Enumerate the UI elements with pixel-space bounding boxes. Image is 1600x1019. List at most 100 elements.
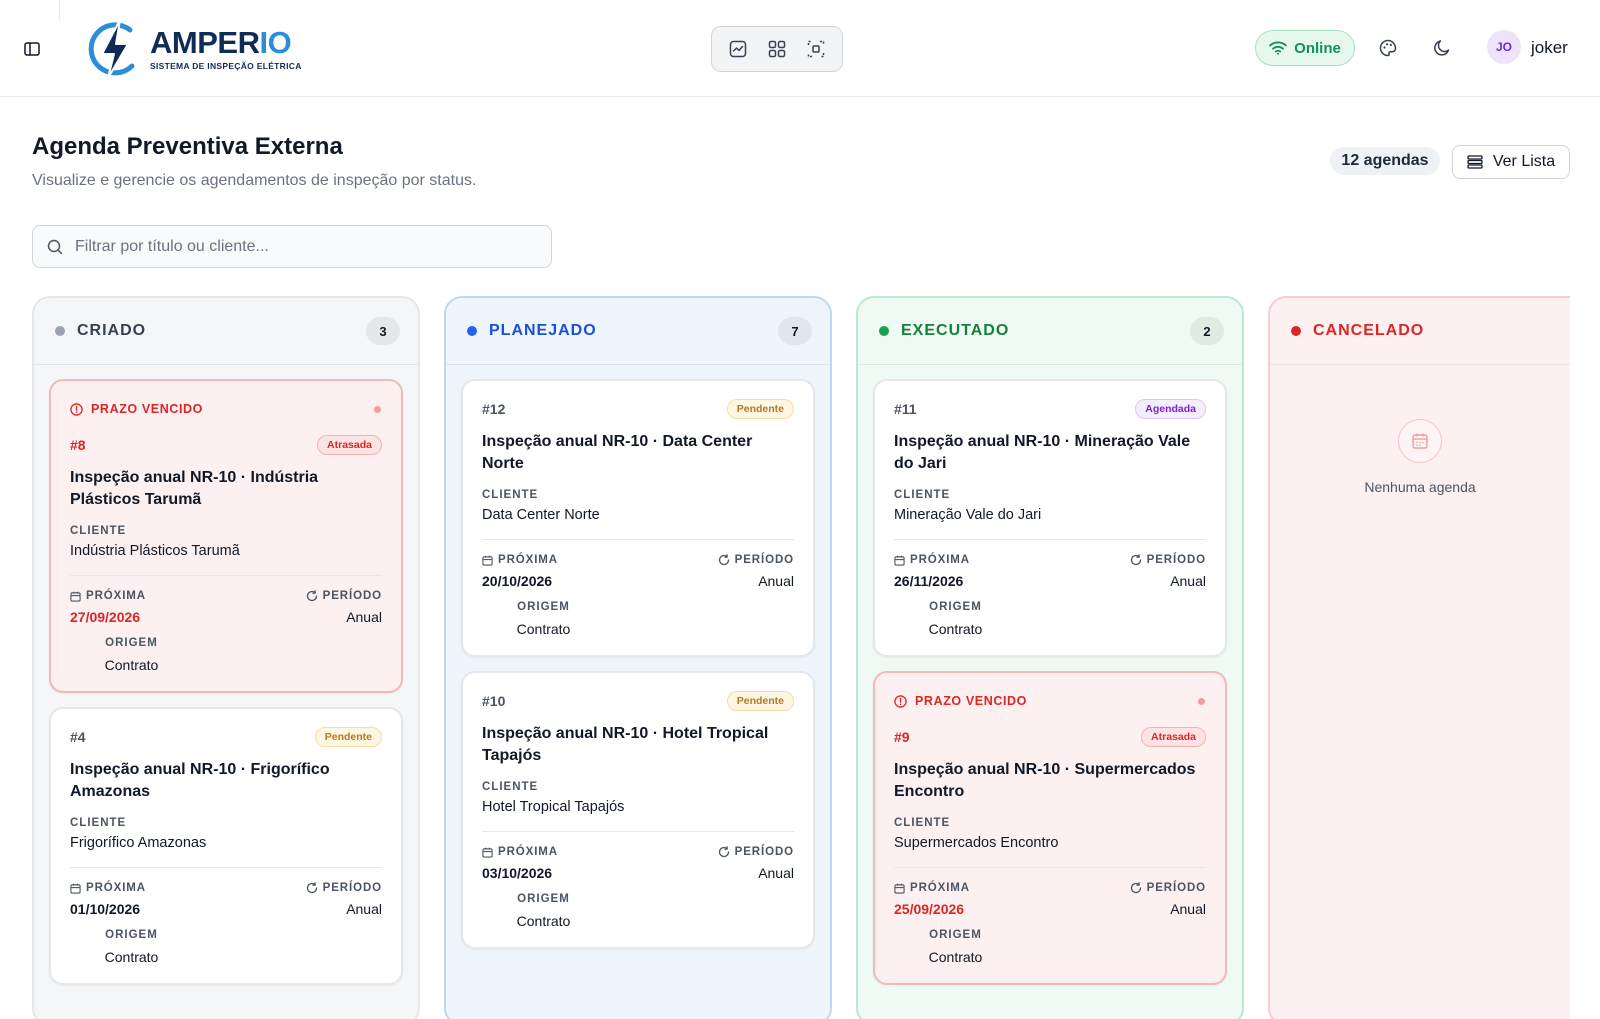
client-name: Frigorífico Amazonas bbox=[70, 835, 207, 851]
origin-label: ORIGEM bbox=[517, 601, 570, 613]
refresh-icon bbox=[306, 590, 317, 602]
agenda-card[interactable]: #4 Pendente Inspeção anual NR-10 · Frigo… bbox=[49, 707, 403, 985]
column-status-dot bbox=[467, 326, 477, 336]
origin-value: Contrato bbox=[928, 949, 983, 965]
next-date: 26/11/2026 bbox=[894, 573, 964, 589]
period-label: PERÍODO bbox=[322, 882, 382, 894]
card-id: #11 bbox=[894, 401, 917, 417]
refresh-icon bbox=[1130, 882, 1141, 894]
grid-view-icon[interactable] bbox=[762, 34, 792, 64]
column-count-badge: 2 bbox=[1190, 317, 1224, 345]
card-title: Inspeção anual NR-10 · Indústria Plástic… bbox=[70, 469, 319, 508]
overdue-dot bbox=[374, 405, 381, 413]
column-cards: #11 Agendada Inspeção anual NR-10 · Mine… bbox=[858, 365, 1242, 985]
column-status-dot bbox=[55, 326, 65, 336]
brand-logo[interactable]: AMPERIO SISTEMA DE INSPEÇÃO ELÉTRICA bbox=[86, 14, 306, 84]
period-value: Anual bbox=[346, 609, 382, 625]
origin-label: ORIGEM bbox=[105, 637, 158, 649]
agenda-card[interactable]: PRAZO VENCIDO #9 Atrasada Inspeção anual… bbox=[873, 671, 1227, 985]
chart-view-icon[interactable] bbox=[723, 34, 753, 64]
next-date: 03/10/2026 bbox=[482, 865, 553, 881]
moon-icon[interactable] bbox=[1432, 38, 1452, 58]
client-name: Indústria Plásticos Tarumã bbox=[70, 543, 240, 559]
view-switcher bbox=[711, 26, 843, 72]
calendar-icon bbox=[894, 883, 905, 894]
column-status-dot bbox=[1291, 326, 1301, 336]
search-icon bbox=[47, 239, 63, 254]
client-name: Mineração Vale do Jari bbox=[894, 507, 1042, 523]
next-label: PRÓXIMA bbox=[86, 882, 146, 894]
list-view-button[interactable]: Ver Lista bbox=[1452, 145, 1570, 179]
divider bbox=[70, 867, 382, 868]
period-label: PERÍODO bbox=[1146, 882, 1206, 894]
card-title: Inspeção anual NR-10 · Supermercados Enc… bbox=[894, 761, 1196, 800]
agenda-card[interactable]: #12 Pendente Inspeção anual NR-10 · Data… bbox=[461, 379, 815, 657]
origin-value: Contrato bbox=[104, 657, 159, 673]
column-title: PLANEJADO bbox=[489, 322, 597, 339]
username[interactable]: joker bbox=[1531, 38, 1568, 57]
column-title: EXECUTADO bbox=[901, 322, 1010, 339]
period-label: PERÍODO bbox=[734, 846, 794, 858]
top-bar: AMPERIO SISTEMA DE INSPEÇÃO ELÉTRICA Onl… bbox=[0, 0, 1600, 97]
brand-name: AMPERIO bbox=[150, 25, 292, 60]
origin-label: ORIGEM bbox=[929, 929, 982, 941]
next-label: PRÓXIMA bbox=[498, 554, 558, 566]
sidebar-toggle-icon[interactable] bbox=[22, 40, 42, 58]
client-label: CLIENTE bbox=[482, 781, 539, 793]
origin-value: Contrato bbox=[516, 913, 571, 929]
agenda-card[interactable]: #11 Agendada Inspeção anual NR-10 · Mine… bbox=[873, 379, 1227, 657]
column-count-badge: 7 bbox=[778, 317, 812, 345]
alert-circle-icon bbox=[70, 402, 83, 416]
card-title: Inspeção anual NR-10 · Hotel Tropical Ta… bbox=[482, 725, 769, 764]
period-value: Anual bbox=[758, 865, 794, 881]
divider bbox=[70, 575, 382, 576]
card-id: #12 bbox=[482, 401, 506, 417]
refresh-icon bbox=[718, 554, 729, 566]
status-badge: Pendente bbox=[726, 399, 794, 419]
agenda-card[interactable]: #10 Pendente Inspeção anual NR-10 · Hote… bbox=[461, 671, 815, 949]
card-title: Inspeção anual NR-10 · Mineração Vale do… bbox=[894, 433, 1191, 472]
overdue-warning: PRAZO VENCIDO bbox=[894, 689, 1206, 713]
card-title: Inspeção anual NR-10 · Frigorífico Amazo… bbox=[70, 761, 330, 800]
next-label: PRÓXIMA bbox=[86, 590, 146, 602]
divider bbox=[482, 831, 794, 832]
column-status-dot bbox=[879, 326, 889, 336]
period-value: Anual bbox=[346, 901, 382, 917]
status-badge: Pendente bbox=[314, 727, 382, 747]
column-title: CRIADO bbox=[77, 322, 147, 339]
focus-view-icon[interactable] bbox=[801, 34, 831, 64]
next-label: PRÓXIMA bbox=[910, 554, 970, 566]
next-date: 20/10/2026 bbox=[482, 573, 553, 589]
column-planejado: PLANEJADO 7 #12 Pendente Inspeção anual … bbox=[444, 296, 832, 1019]
calendar-icon bbox=[482, 555, 493, 566]
card-id: #10 bbox=[482, 693, 506, 709]
divider bbox=[482, 539, 794, 540]
agenda-card[interactable]: PRAZO VENCIDO #8 Atrasada Inspeção anual… bbox=[49, 379, 403, 693]
next-date: 27/09/2026 bbox=[70, 609, 141, 625]
column-title: CANCELADO bbox=[1313, 322, 1425, 339]
avatar[interactable]: JO bbox=[1487, 30, 1521, 64]
overdue-dot bbox=[1198, 697, 1205, 705]
card-id: #9 bbox=[894, 729, 910, 745]
empty-state: Nenhuma agenda bbox=[1270, 419, 1570, 495]
overdue-warning: PRAZO VENCIDO bbox=[70, 397, 382, 421]
next-label: PRÓXIMA bbox=[498, 846, 558, 858]
refresh-icon bbox=[306, 882, 317, 894]
status-badge: Pendente bbox=[726, 691, 794, 711]
brand-tagline: SISTEMA DE INSPEÇÃO ELÉTRICA bbox=[150, 61, 302, 71]
page-title: Agenda Preventiva Externa bbox=[32, 133, 343, 160]
search-input[interactable] bbox=[75, 237, 515, 256]
period-label: PERÍODO bbox=[322, 590, 382, 602]
online-status-badge[interactable]: Online bbox=[1255, 30, 1355, 66]
period-label: PERÍODO bbox=[1146, 554, 1206, 566]
palette-icon[interactable] bbox=[1378, 38, 1398, 58]
divider bbox=[59, 0, 60, 20]
origin-value: Contrato bbox=[928, 621, 983, 637]
origin-label: ORIGEM bbox=[105, 929, 158, 941]
card-id: #4 bbox=[70, 729, 86, 745]
period-value: Anual bbox=[758, 573, 794, 589]
bolt-logo-icon bbox=[88, 19, 135, 79]
next-date: 25/09/2026 bbox=[894, 901, 965, 917]
origin-value: Contrato bbox=[104, 949, 159, 965]
alert-circle-icon bbox=[894, 694, 907, 708]
